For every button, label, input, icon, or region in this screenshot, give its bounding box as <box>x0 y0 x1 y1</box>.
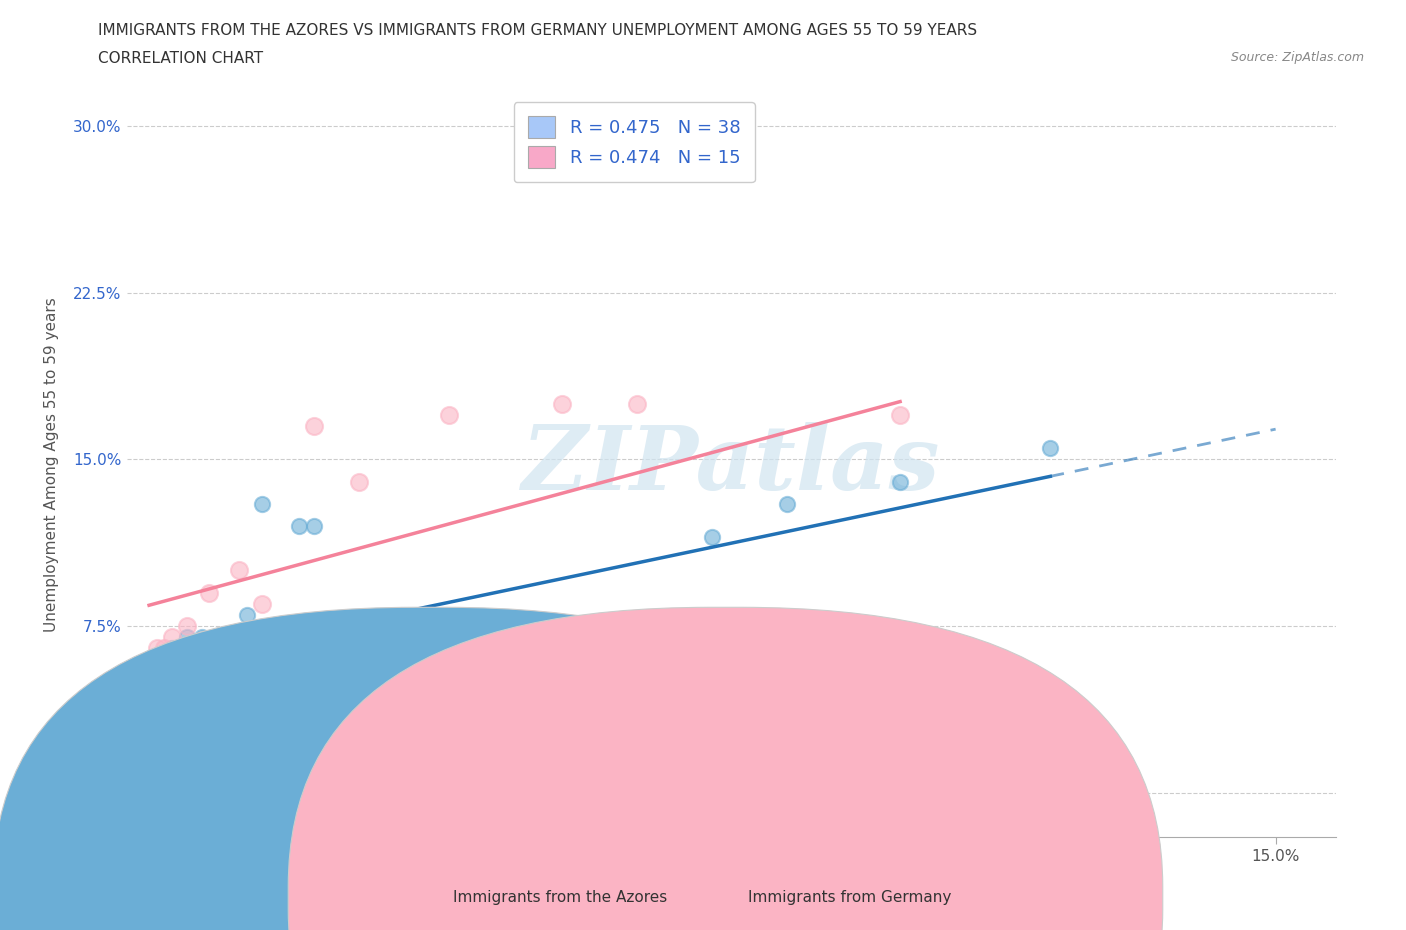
Point <box>626 618 648 633</box>
Point <box>153 663 176 678</box>
Point <box>221 663 243 678</box>
Point <box>205 652 228 667</box>
Point <box>198 641 221 656</box>
Point <box>138 674 160 689</box>
Point <box>176 641 198 656</box>
Point <box>273 663 295 678</box>
Point <box>160 641 183 656</box>
Text: Immigrants from Germany: Immigrants from Germany <box>748 890 952 906</box>
Point <box>153 652 176 667</box>
Point <box>349 697 371 711</box>
Point <box>288 519 311 534</box>
Legend: R = 0.475   N = 38, R = 0.474   N = 15: R = 0.475 N = 38, R = 0.474 N = 15 <box>513 102 755 182</box>
Point <box>176 618 198 633</box>
Point <box>145 641 167 656</box>
Point <box>167 652 190 667</box>
Point <box>228 563 250 578</box>
Point <box>145 674 167 689</box>
Point <box>738 641 761 656</box>
Point <box>889 407 911 422</box>
Point <box>183 641 205 656</box>
Point <box>145 663 167 678</box>
Point <box>167 641 190 656</box>
Text: Immigrants from the Azores: Immigrants from the Azores <box>453 890 666 906</box>
Point <box>702 530 724 545</box>
Text: ZIPatlas: ZIPatlas <box>523 421 939 509</box>
Point <box>304 519 326 534</box>
Text: Source: ZipAtlas.com: Source: ZipAtlas.com <box>1230 51 1364 64</box>
Text: IMMIGRANTS FROM THE AZORES VS IMMIGRANTS FROM GERMANY UNEMPLOYMENT AMONG AGES 55: IMMIGRANTS FROM THE AZORES VS IMMIGRANTS… <box>98 23 977 38</box>
Point <box>138 663 160 678</box>
Point <box>190 630 212 644</box>
Point <box>198 585 221 600</box>
Point <box>138 685 160 700</box>
Point <box>776 497 799 512</box>
Point <box>326 641 349 656</box>
Point <box>235 607 257 622</box>
Point <box>1039 441 1062 456</box>
Point <box>378 708 401 723</box>
Point <box>138 663 160 678</box>
Point <box>160 663 183 678</box>
Y-axis label: Unemployment Among Ages 55 to 59 years: Unemployment Among Ages 55 to 59 years <box>45 298 59 632</box>
Point <box>145 652 167 667</box>
Point <box>513 641 536 656</box>
Point <box>304 418 326 433</box>
Point <box>889 474 911 489</box>
Text: CORRELATION CHART: CORRELATION CHART <box>98 51 263 66</box>
Point <box>153 641 176 656</box>
Point <box>401 663 423 678</box>
Point <box>160 652 183 667</box>
Point <box>349 474 371 489</box>
Point <box>176 630 198 644</box>
Point <box>153 674 176 689</box>
Point <box>250 596 273 611</box>
Point <box>439 407 461 422</box>
Point <box>138 652 160 667</box>
Point <box>212 641 235 656</box>
Point <box>626 396 648 411</box>
Point <box>551 396 574 411</box>
Point <box>250 497 273 512</box>
Point <box>160 630 183 644</box>
